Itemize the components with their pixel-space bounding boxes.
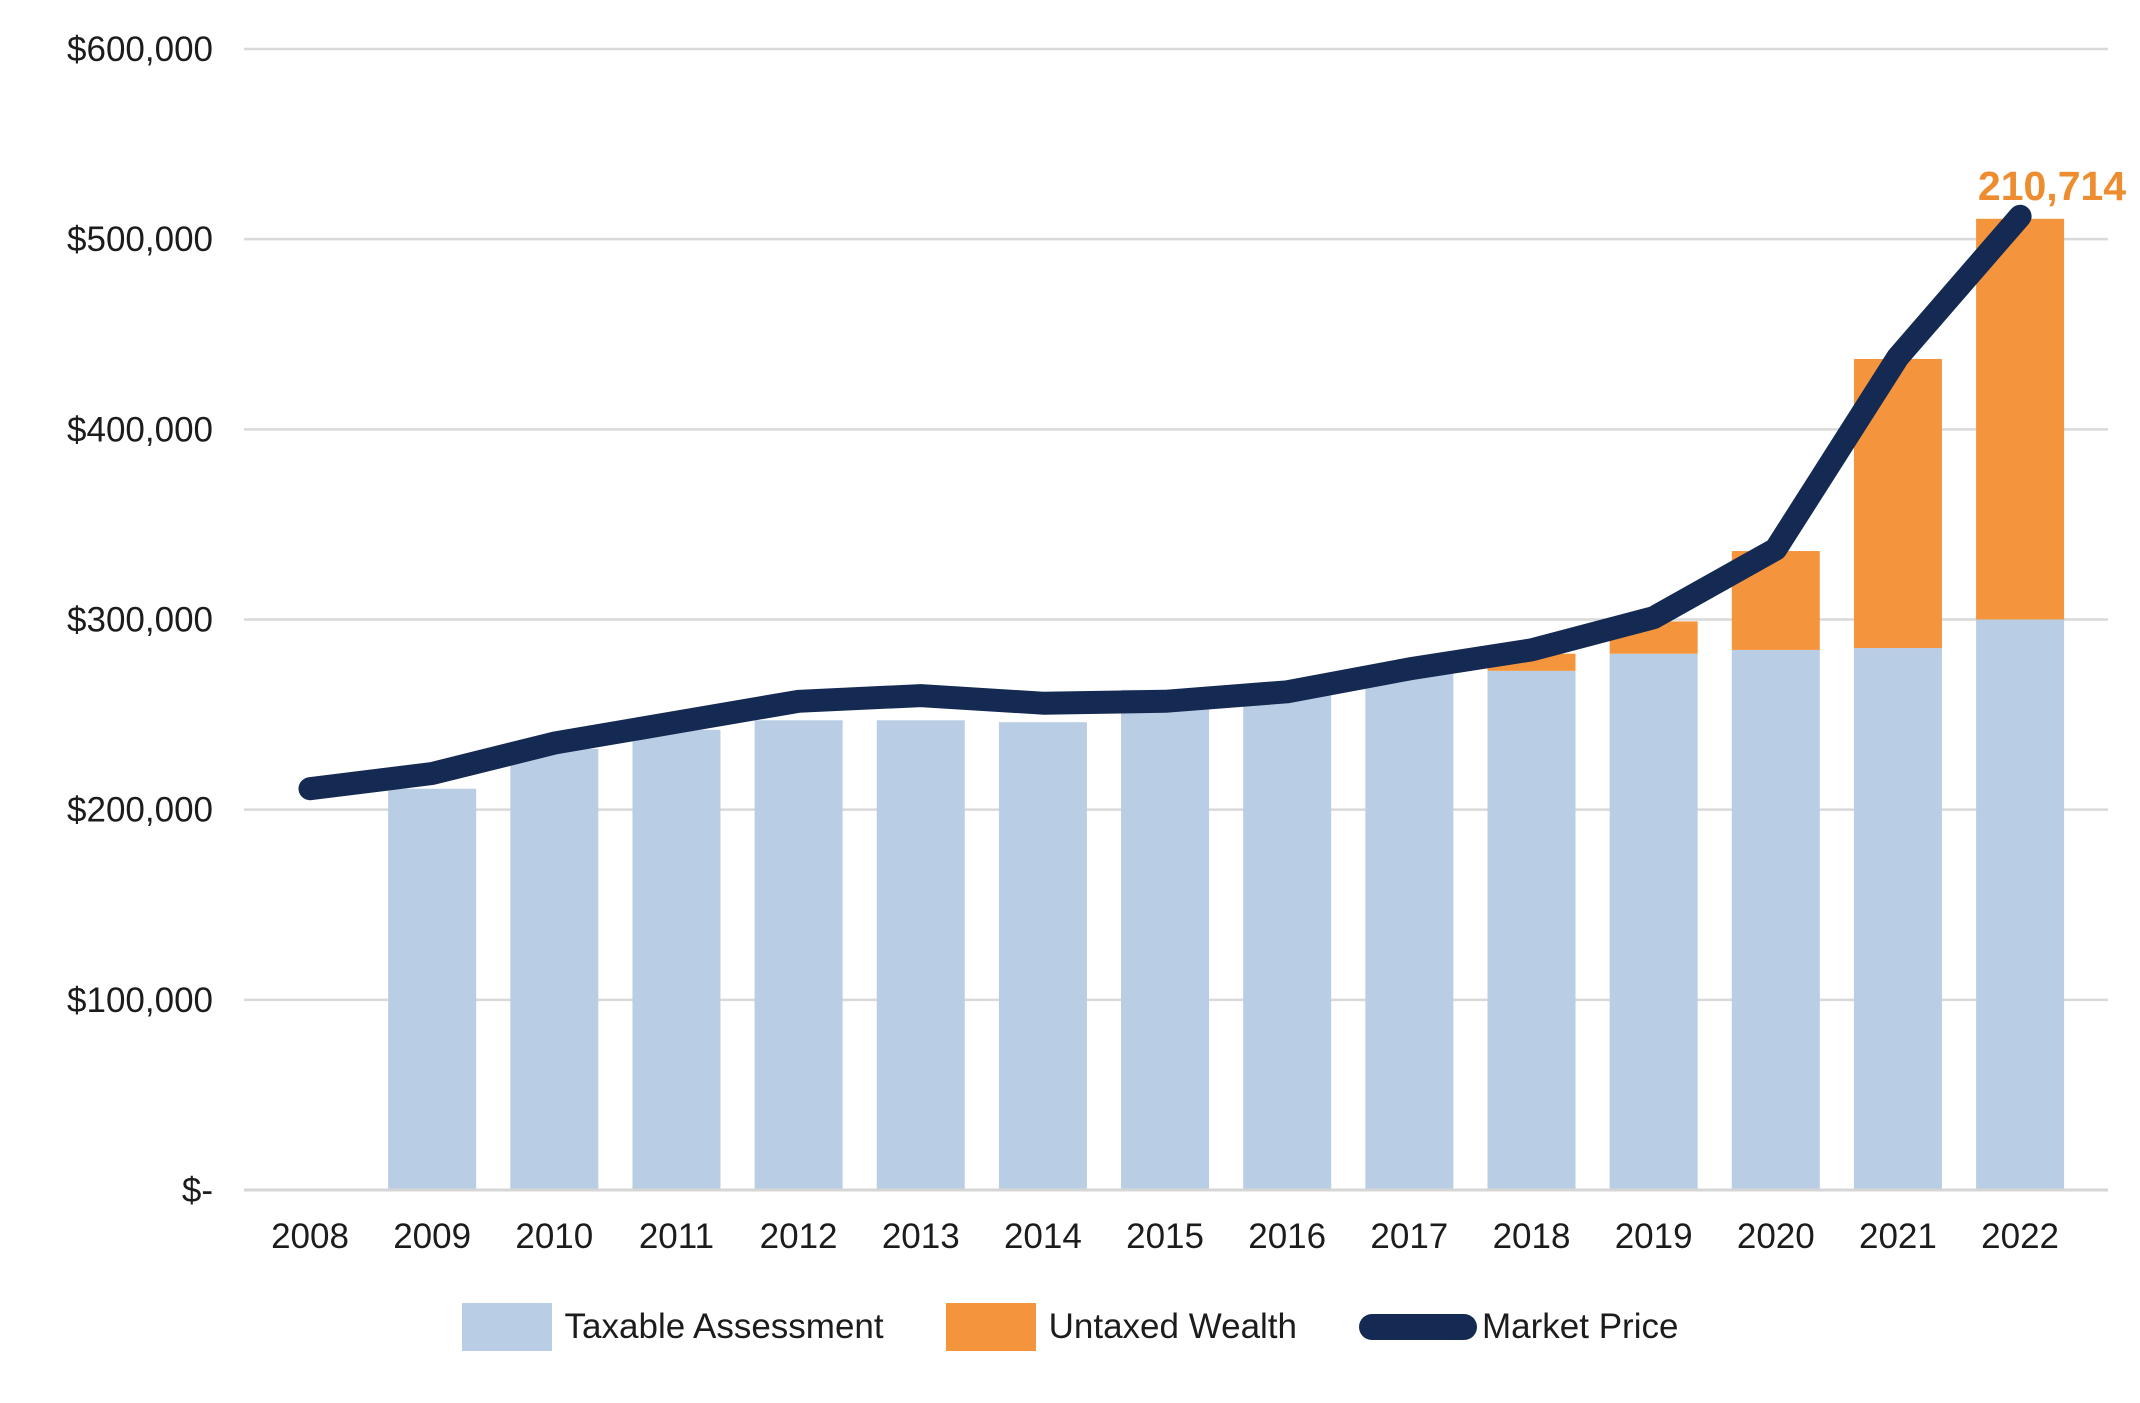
x-axis-tick-label-2015: 2015 (1126, 1217, 1204, 1256)
legend-item-untaxed-wealth: Untaxed Wealth (945, 1303, 1297, 1351)
bar-taxable-2020 (1731, 649, 1820, 1190)
x-axis-tick-label-2016: 2016 (1248, 1217, 1326, 1256)
bar-taxable-2017 (1365, 670, 1454, 1190)
y-axis-tick-label: $400,000 (67, 410, 213, 449)
x-axis-tick-label-2014: 2014 (1004, 1217, 1082, 1256)
x-axis-tick-label-2018: 2018 (1493, 1217, 1571, 1256)
legend-swatch-0 (461, 1303, 552, 1351)
market-price-line (298, 204, 2032, 801)
y-axis-tick-label: $200,000 (67, 791, 213, 830)
x-axis-tick-label-2010: 2010 (515, 1217, 593, 1256)
bar-taxable-2016 (1243, 686, 1332, 1190)
legend-item-market-price: Market Price (1359, 1307, 1678, 1347)
bar-taxable-2019 (1609, 653, 1698, 1190)
x-axis-tick-label-2021: 2021 (1859, 1217, 1937, 1256)
y-axis-tick-label: $300,000 (67, 601, 213, 640)
y-axis-tick-label: $100,000 (67, 981, 213, 1020)
bar-taxable-2018 (1487, 670, 1576, 1190)
x-axis-tick-label-2011: 2011 (639, 1217, 714, 1256)
x-axis-tick-label-2013: 2013 (882, 1217, 960, 1256)
x-axis-tick-label-2012: 2012 (760, 1217, 838, 1256)
bar-taxable-2014 (998, 722, 1087, 1190)
x-axis-tick-label-2008: 2008 (271, 1217, 349, 1256)
bar-taxable-2009 (388, 788, 477, 1190)
bar-taxable-2012 (754, 720, 843, 1190)
x-axis-tick-label-2009: 2009 (393, 1217, 471, 1256)
y-axis-tick-label: $- (182, 1171, 213, 1210)
y-axis-tick-label: $500,000 (67, 220, 213, 259)
bar-taxable-2010 (510, 748, 599, 1190)
bar-taxable-2011 (632, 729, 721, 1190)
legend-label: Untaxed Wealth (1048, 1307, 1297, 1346)
chart-legend: Taxable Assessment Untaxed Wealth Market P… (0, 1303, 2140, 1351)
bar-taxable-2015 (1121, 689, 1210, 1190)
legend-label: Market Price (1482, 1307, 1679, 1346)
data-label-untaxed-2022: 210,714 (1978, 163, 2126, 209)
bar-taxable-2021 (1853, 648, 1942, 1190)
bar-taxable-2013 (876, 720, 965, 1190)
legend-item-taxable-assessment: Taxable Assessment (461, 1303, 884, 1351)
x-axis-tick-label-2020: 2020 (1737, 1217, 1815, 1256)
bar-untaxed-2022 (1976, 218, 2065, 620)
x-axis-tick-label-2017: 2017 (1370, 1217, 1448, 1256)
legend-label: Taxable Assessment (564, 1307, 884, 1346)
legend-swatch-1 (945, 1303, 1036, 1351)
x-axis-tick-label-2022: 2022 (1981, 1217, 2059, 1256)
y-axis-tick-label: $600,000 (67, 30, 213, 69)
legend-line-marker-2 (1359, 1314, 1477, 1340)
bar-taxable-2022 (1976, 619, 2065, 1190)
x-axis-tick-label-2019: 2019 (1615, 1217, 1693, 1256)
